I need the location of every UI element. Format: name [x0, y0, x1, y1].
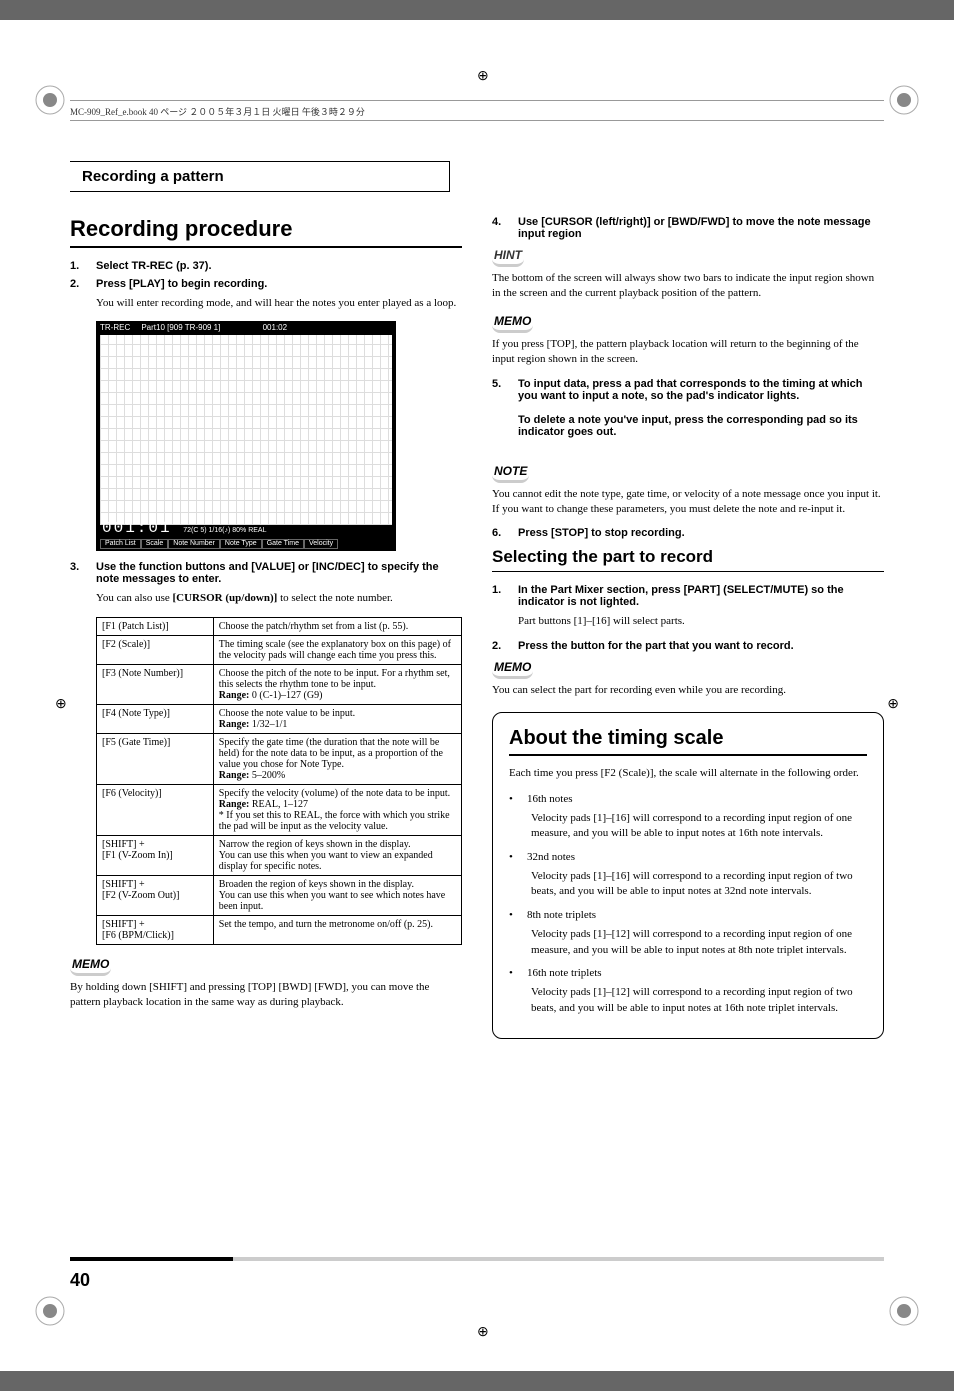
step-4: 4. Use [CURSOR (left/right)] or [BWD/FWD… [492, 216, 884, 240]
step-num: 1. [70, 260, 88, 272]
step-3: 3. Use the function buttons and [VALUE] … [70, 561, 462, 585]
memo-icon: MEMO [70, 955, 111, 976]
step-1: 1. Select TR-REC (p. 37). [70, 260, 462, 272]
step-text: Use [CURSOR (left/right)] or [BWD/FWD] t… [518, 216, 884, 240]
step-text: In the Part Mixer section, press [PART] … [518, 584, 884, 608]
table-row: [F4 (Note Type)]Choose the note value to… [97, 704, 462, 733]
step-r2: 2. Press the button for the part that yo… [492, 640, 884, 652]
crop-mark-br [884, 1291, 924, 1331]
table-row: [SHIFT] + [F6 (BPM/Click)]Set the tempo,… [97, 915, 462, 944]
step-r1: 1. In the Part Mixer section, press [PAR… [492, 584, 884, 608]
step-num: 4. [492, 216, 510, 240]
screenshot-fkeys: Patch List Scale Note Number Note Type G… [100, 539, 392, 549]
step-num: 3. [70, 561, 88, 585]
header-line: MC-909_Ref_e.book 40 ページ ２００５年３月１日 火曜日 午… [70, 100, 884, 121]
memo-icon: MEMO [492, 312, 533, 333]
register-mark-left: ⊕ [55, 696, 67, 713]
crop-mark-bl [30, 1291, 70, 1331]
register-mark-top: ⊕ [477, 68, 489, 85]
step-num: 2. [492, 640, 510, 652]
table-row: [F2 (Scale)]The timing scale (see the ex… [97, 635, 462, 664]
table-row: [SHIFT] + [F2 (V-Zoom Out)]Broaden the r… [97, 875, 462, 915]
step-text: Select TR-REC (p. 37). [96, 260, 212, 272]
param-table: [F1 (Patch List)]Choose the patch/rhythm… [96, 617, 462, 945]
step-3-body: You can also use [CURSOR (up/down)] to s… [96, 591, 462, 606]
step-2-body: You will enter recording mode, and will … [96, 296, 462, 311]
memo-text: If you press [TOP], the pattern playback… [492, 337, 884, 368]
step-2: 2. Press [PLAY] to begin recording. [70, 278, 462, 290]
page: ⊕ ⊕ ⊕ ⊕ MC-909_Ref_e.book 40 ページ ２００５年３月… [0, 20, 954, 1371]
hint-text: The bottom of the screen will always sho… [492, 271, 884, 302]
left-column: Recording procedure 1. Select TR-REC (p.… [70, 216, 462, 1039]
bullet-item: •32nd notes [509, 850, 867, 865]
crop-mark-tl [30, 80, 70, 120]
page-number: 40 [70, 1270, 90, 1291]
note-icon: NOTE [492, 462, 529, 483]
bullet-item: •16th notes [509, 792, 867, 807]
section-header: Recording a pattern [70, 161, 450, 192]
table-row: [F3 (Note Number)]Choose the pitch of th… [97, 664, 462, 704]
step-num: 5. [492, 378, 510, 438]
note-text: You cannot edit the note type, gate time… [492, 487, 884, 518]
bullet-body: Velocity pads [1]–[12] will correspond t… [531, 985, 867, 1016]
step-6: 6. Press [STOP] to stop recording. [492, 527, 884, 539]
content-columns: Recording procedure 1. Select TR-REC (p.… [70, 216, 884, 1039]
table-row: [F6 (Velocity)]Specify the velocity (vol… [97, 784, 462, 835]
right-column: 4. Use [CURSOR (left/right)] or [BWD/FWD… [492, 216, 884, 1039]
page-bar [70, 1257, 884, 1261]
screenshot-title: TR-REC Part10 [909 TR-909 1] 001:02 [100, 323, 287, 332]
table-row: [F5 (Gate Time)]Specify the gate time (t… [97, 733, 462, 784]
box-intro: Each time you press [F2 (Scale)], the sc… [509, 766, 867, 781]
register-mark-right: ⊕ [887, 696, 899, 713]
step-text: Use the function buttons and [VALUE] or … [96, 561, 462, 585]
recording-procedure-title: Recording procedure [70, 216, 462, 248]
bullet-body: Velocity pads [1]–[16] will correspond t… [531, 811, 867, 842]
step-num: 2. [70, 278, 88, 290]
bullet-body: Velocity pads [1]–[12] will correspond t… [531, 927, 867, 958]
memo-icon: MEMO [492, 658, 533, 679]
digital-time: 001:01 72(C 5) 1/16(♪) 80% REAL [102, 519, 266, 537]
bullet-item: •16th note triplets [509, 966, 867, 981]
memo-text: You can select the part for recording ev… [492, 683, 884, 698]
step-num: 6. [492, 527, 510, 539]
register-mark-bottom: ⊕ [477, 1324, 489, 1341]
table-row: [SHIFT] + [F1 (V-Zoom In)]Narrow the reg… [97, 835, 462, 875]
step-5: 5. To input data, press a pad that corre… [492, 378, 884, 438]
memo-text: By holding down [SHIFT] and pressing [TO… [70, 980, 462, 1011]
step-text: Press the button for the part that you w… [518, 640, 794, 652]
crop-mark-tr [884, 80, 924, 120]
table-row: [F1 (Patch List)]Choose the patch/rhythm… [97, 617, 462, 635]
box-title: About the timing scale [509, 727, 867, 756]
hint-icon: HINT [492, 246, 524, 267]
bullet-body: Velocity pads [1]–[16] will correspond t… [531, 869, 867, 900]
tr-rec-screenshot: TR-REC Part10 [909 TR-909 1] 001:02 001:… [96, 321, 396, 551]
timing-scale-box: About the timing scale Each time you pre… [492, 712, 884, 1039]
step-text: Press [PLAY] to begin recording. [96, 278, 267, 290]
step-text: Press [STOP] to stop recording. [518, 527, 685, 539]
step-r1-body: Part buttons [1]–[16] will select parts. [518, 614, 884, 629]
selecting-part-title: Selecting the part to record [492, 547, 884, 572]
step-text: To input data, press a pad that correspo… [518, 378, 884, 438]
bullet-item: •8th note triplets [509, 908, 867, 923]
screenshot-grid [100, 335, 392, 525]
step-num: 1. [492, 584, 510, 608]
